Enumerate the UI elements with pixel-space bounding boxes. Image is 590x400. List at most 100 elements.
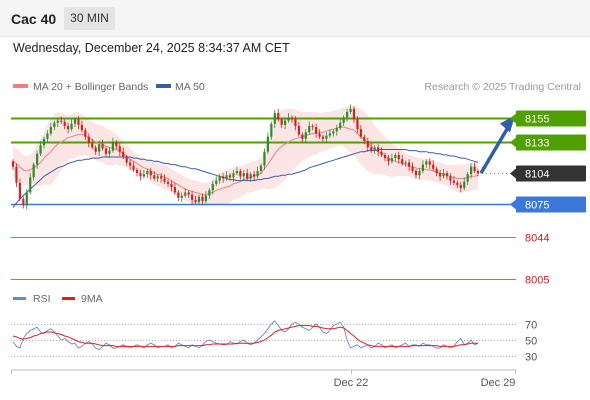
candle-body xyxy=(466,174,469,182)
candle-body xyxy=(377,147,380,152)
candle-body xyxy=(315,127,318,134)
chart-header: Cac 40 30 MIN xyxy=(0,0,590,37)
candle-body xyxy=(108,150,111,154)
candle-body xyxy=(401,159,404,164)
candle-body xyxy=(149,170,152,176)
candle-body xyxy=(297,125,300,135)
candle-body xyxy=(180,195,183,198)
rsi-panel: 70 50 30 xyxy=(11,320,537,364)
timeframe-button[interactable]: 30 MIN xyxy=(64,7,115,30)
candle-body xyxy=(22,198,25,206)
candle-body xyxy=(308,125,311,133)
candle-body xyxy=(173,187,176,193)
candle-body xyxy=(335,128,338,132)
candle-body xyxy=(77,119,80,125)
candle-body xyxy=(242,173,245,177)
candle-body xyxy=(418,170,421,176)
candle-body xyxy=(118,146,121,152)
candle-body xyxy=(366,140,369,148)
projection-arrow-head xyxy=(500,115,515,133)
candle-body xyxy=(421,164,424,171)
candle-body xyxy=(67,125,70,130)
candle-body xyxy=(287,117,290,121)
candle-body xyxy=(270,123,273,137)
ma50-legend-label: MA 50 xyxy=(175,81,205,93)
candle-body xyxy=(139,173,142,177)
chart-legend: MA 20 + Bollinger Bands MA 50 Research ©… xyxy=(13,81,581,93)
candle-body xyxy=(153,175,156,179)
candle-body xyxy=(435,168,438,174)
candle-body xyxy=(94,147,97,152)
instrument-title: Cac 40 xyxy=(11,11,57,27)
x-label-dec29: Dec 29 xyxy=(481,377,516,389)
candle-body xyxy=(46,133,49,139)
candle-body xyxy=(408,162,411,167)
candle-body xyxy=(91,143,94,148)
candle-body xyxy=(328,133,331,136)
ma20-line xyxy=(12,126,479,196)
rsi-legend-label: RSI xyxy=(33,293,51,305)
candle-body xyxy=(194,199,197,203)
candle-body xyxy=(449,176,452,181)
level-box-8133 xyxy=(516,134,586,151)
candle-body xyxy=(352,108,356,120)
candle-body xyxy=(132,165,135,170)
candle-body xyxy=(263,151,266,166)
candle-body xyxy=(142,174,145,177)
rsi-line xyxy=(12,320,479,351)
level-pointer-8104 xyxy=(510,168,516,179)
candle-body xyxy=(301,134,304,139)
level-label-8044: 8044 xyxy=(525,233,549,245)
candle-body xyxy=(349,108,352,113)
candle-body xyxy=(373,147,376,151)
candle-body xyxy=(11,161,15,167)
candle-body xyxy=(160,176,163,179)
candle-body xyxy=(170,183,173,188)
level-label-8104: 8104 xyxy=(525,169,549,181)
candle-body xyxy=(80,124,83,131)
level-pointer-8133 xyxy=(510,137,516,148)
candle-body xyxy=(318,133,321,137)
candle-body xyxy=(32,164,35,178)
candle-body xyxy=(359,129,362,137)
candle-body xyxy=(284,120,287,125)
candle-body xyxy=(63,121,66,126)
candle-body xyxy=(187,192,190,195)
level-label-8005: 8005 xyxy=(525,275,549,287)
candle-body xyxy=(339,122,342,129)
candle-body xyxy=(414,170,418,176)
candle-body xyxy=(249,174,252,179)
x-label-dec22: Dec 22 xyxy=(334,377,369,389)
candle-body xyxy=(332,131,335,134)
copyright-text: Research © 2025 Trading Central xyxy=(424,81,581,93)
candle-body xyxy=(452,180,455,183)
candle-body xyxy=(256,170,259,177)
candle-body xyxy=(439,173,442,177)
candle-body xyxy=(383,154,387,159)
candle-body xyxy=(253,174,256,177)
candlesticks xyxy=(11,104,480,210)
candle-body xyxy=(211,183,214,191)
candle-body xyxy=(463,181,466,189)
candle-body xyxy=(15,166,18,183)
rsi-legend: RSI 9MA xyxy=(13,293,103,305)
candle-body xyxy=(184,192,187,196)
candle-body xyxy=(280,119,283,125)
candle-body xyxy=(125,157,128,163)
candle-body xyxy=(101,144,104,149)
rsi-tick-70: 70 xyxy=(525,320,537,332)
level-label-8133: 8133 xyxy=(525,138,549,150)
candle-body xyxy=(18,182,21,199)
candle-body xyxy=(87,136,90,144)
candle-body xyxy=(197,196,201,203)
candle-body xyxy=(363,136,366,141)
candle-body xyxy=(84,130,87,137)
candle-body xyxy=(42,138,46,146)
candle-body xyxy=(163,178,166,182)
candle-body xyxy=(115,142,118,147)
candle-body xyxy=(370,147,373,151)
candle-body xyxy=(470,166,473,175)
candle-body xyxy=(432,164,435,169)
candle-body xyxy=(387,158,390,162)
candle-body xyxy=(342,117,345,123)
